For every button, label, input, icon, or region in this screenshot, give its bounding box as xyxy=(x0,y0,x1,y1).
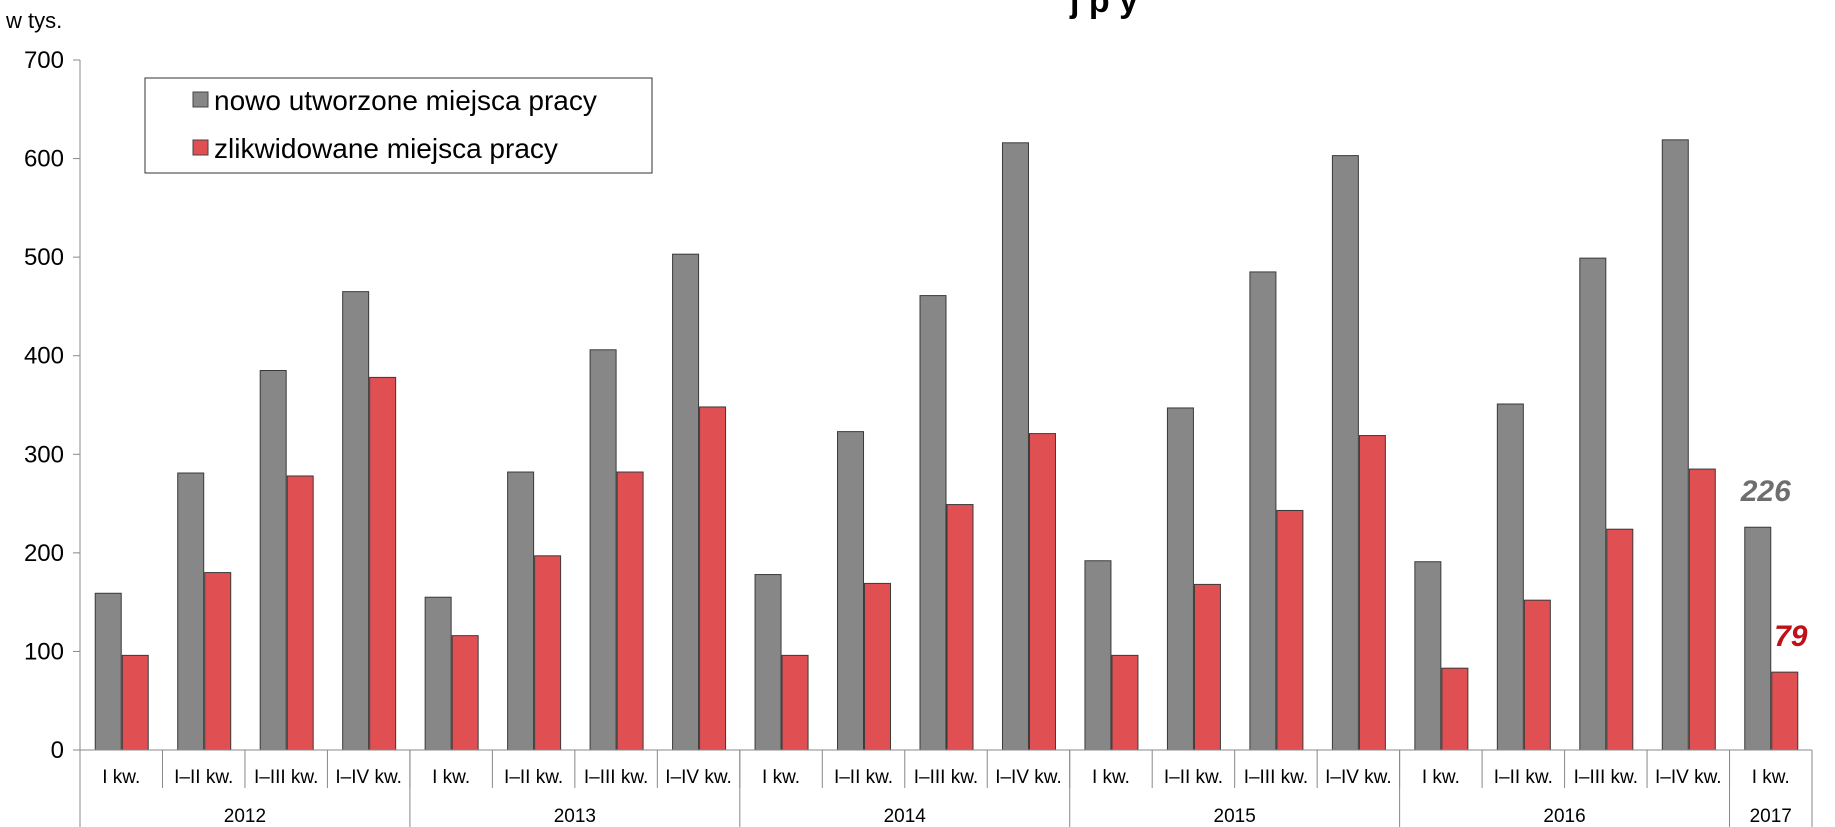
bar-liquidated-jobs xyxy=(121,654,149,751)
bar-liquidated-jobs xyxy=(1276,509,1304,751)
y-tick-label: 0 xyxy=(51,737,64,764)
y-tick-label: 500 xyxy=(24,244,64,271)
bar-new-jobs xyxy=(1166,407,1194,751)
bar-new-jobs xyxy=(424,596,452,751)
bar-liquidated-jobs xyxy=(864,582,892,751)
y-tick-label: 300 xyxy=(24,441,64,468)
x-group-label: 2017 xyxy=(1750,806,1792,827)
bar-liquidated-jobs xyxy=(946,504,974,751)
bar-new-jobs xyxy=(177,472,205,751)
bar-new-jobs xyxy=(342,291,370,751)
bar-new-jobs xyxy=(1331,155,1359,751)
x-group-label: 2012 xyxy=(224,806,266,827)
bar-new-jobs xyxy=(1744,526,1772,751)
bar-new-jobs xyxy=(259,370,287,751)
x-category-label: I kw. xyxy=(1092,767,1130,788)
bar-liquidated-jobs xyxy=(1771,671,1799,751)
bar-new-jobs xyxy=(672,253,700,751)
bar-new-jobs xyxy=(1249,271,1277,751)
bar-liquidated-jobs xyxy=(1193,583,1221,751)
x-category-label: I kw. xyxy=(762,767,800,788)
x-category-label: I kw. xyxy=(1752,767,1790,788)
bar-liquidated-jobs xyxy=(699,406,727,751)
x-category-label: I–II kw. xyxy=(834,767,893,788)
bars xyxy=(94,139,1799,751)
x-category-label: I–II kw. xyxy=(1164,767,1223,788)
x-category-label: I–IV kw. xyxy=(1325,767,1392,788)
x-category-label: I kw. xyxy=(432,767,470,788)
x-group-label: 2013 xyxy=(554,806,596,827)
y-tick-label: 200 xyxy=(24,540,64,567)
x-category-label: I–II kw. xyxy=(174,767,233,788)
bar-liquidated-jobs xyxy=(1606,528,1634,751)
bar-new-jobs xyxy=(507,471,535,751)
bar-new-jobs xyxy=(919,295,947,751)
bar-liquidated-jobs xyxy=(1523,599,1551,751)
x-category-label: I–III kw. xyxy=(254,767,318,788)
legend-label-new-jobs: nowo utworzone miejsca pracy xyxy=(214,85,597,116)
y-tick-label: 100 xyxy=(24,638,64,665)
y-tick-label: 600 xyxy=(24,146,64,173)
bar-new-jobs xyxy=(589,349,617,751)
y-tick-label: 700 xyxy=(24,47,64,74)
bar-liquidated-jobs xyxy=(1688,468,1716,751)
x-category-label: I–III kw. xyxy=(584,767,648,788)
legend-swatch-new-jobs xyxy=(192,91,209,108)
bar-new-jobs xyxy=(1661,139,1689,751)
data-annotation-label: 79 xyxy=(1774,620,1808,653)
x-category-label: I kw. xyxy=(1422,767,1460,788)
x-category-label: I–IV kw. xyxy=(335,767,402,788)
bar-liquidated-jobs xyxy=(1028,433,1056,751)
x-category-label: I–IV kw. xyxy=(995,767,1062,788)
y-tick-label: 400 xyxy=(24,343,64,370)
x-category-label: I kw. xyxy=(102,767,140,788)
bar-liquidated-jobs xyxy=(534,555,562,751)
y-axis: 0 100 200 300 400 500 600 700 xyxy=(24,47,81,764)
x-axis: I kw. I–II kw. I–III kw. I–IV kw. I kw. I–II … xyxy=(79,749,1813,827)
bar-new-jobs xyxy=(1496,403,1524,751)
bar-liquidated-jobs xyxy=(616,471,644,751)
bar-liquidated-jobs xyxy=(1358,435,1386,751)
legend-label-liquidated-jobs: zlikwidowane miejsca pracy xyxy=(214,133,558,164)
x-category-label: I–II kw. xyxy=(1494,767,1553,788)
y-axis-unit-label: w tys. xyxy=(5,8,62,33)
bar-new-jobs xyxy=(94,592,122,751)
x-group-label: 2015 xyxy=(1214,806,1256,827)
x-group-label: 2014 xyxy=(884,806,927,827)
bar-liquidated-jobs xyxy=(204,572,232,751)
chart-title: j p y xyxy=(1069,0,1138,20)
bar-new-jobs xyxy=(1084,560,1112,751)
bar-new-jobs xyxy=(1579,257,1607,751)
bar-new-jobs xyxy=(1001,142,1029,751)
legend-box xyxy=(144,77,653,174)
x-category-label: I–III kw. xyxy=(1574,767,1638,788)
bar-liquidated-jobs xyxy=(369,376,397,751)
legend: nowo utworzone miejsca pracy zlikwidowan… xyxy=(144,77,653,174)
data-annotation-label: 226 xyxy=(1740,475,1791,508)
bar-liquidated-jobs xyxy=(1111,654,1139,751)
x-category-label: I–IV kw. xyxy=(665,767,732,788)
x-category-label: I–III kw. xyxy=(1244,767,1308,788)
x-group-label: 2016 xyxy=(1543,806,1585,827)
bar-liquidated-jobs xyxy=(1441,667,1469,751)
x-category-label: I–IV kw. xyxy=(1655,767,1722,788)
bar-new-jobs xyxy=(754,574,782,751)
bar-new-jobs xyxy=(837,431,865,751)
x-category-label: I–III kw. xyxy=(914,767,978,788)
bar-liquidated-jobs xyxy=(286,475,314,751)
bar-new-jobs xyxy=(1414,561,1442,751)
bar-liquidated-jobs xyxy=(781,654,809,751)
legend-swatch-liquidated-jobs xyxy=(192,139,209,156)
annotations: 226 79 xyxy=(1740,475,1808,653)
x-category-label: I–II kw. xyxy=(504,767,563,788)
bar-liquidated-jobs xyxy=(451,635,479,751)
